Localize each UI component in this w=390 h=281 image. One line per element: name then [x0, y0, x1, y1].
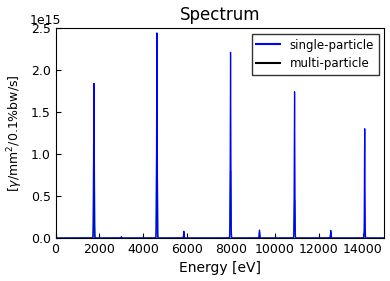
single-particle — [57, 236, 62, 240]
Legend: single-particle, multi-particle: single-particle, multi-particle — [252, 34, 379, 75]
Line: single-particle: single-particle — [55, 33, 385, 238]
Y-axis label: [$\gamma$/mm$^2$/0.1%bw/s]: [$\gamma$/mm$^2$/0.1%bw/s] — [5, 74, 25, 192]
multi-particle — [53, 236, 58, 240]
single-particle — [154, 31, 159, 35]
single-particle — [197, 236, 202, 240]
single-particle — [97, 236, 102, 240]
multi-particle — [92, 102, 96, 105]
Text: 1e15: 1e15 — [29, 14, 61, 27]
multi-particle — [97, 236, 102, 240]
single-particle — [361, 236, 366, 240]
single-particle — [277, 236, 281, 240]
single-particle — [382, 236, 387, 240]
multi-particle — [361, 236, 366, 239]
single-particle — [223, 236, 228, 240]
X-axis label: Energy [eV]: Energy [eV] — [179, 261, 261, 275]
multi-particle — [277, 236, 281, 240]
Title: Spectrum: Spectrum — [180, 6, 260, 24]
multi-particle — [223, 236, 228, 240]
multi-particle — [382, 236, 387, 240]
multi-particle — [197, 236, 202, 240]
multi-particle — [57, 236, 62, 240]
single-particle — [53, 236, 58, 240]
Line: multi-particle: multi-particle — [55, 103, 385, 238]
